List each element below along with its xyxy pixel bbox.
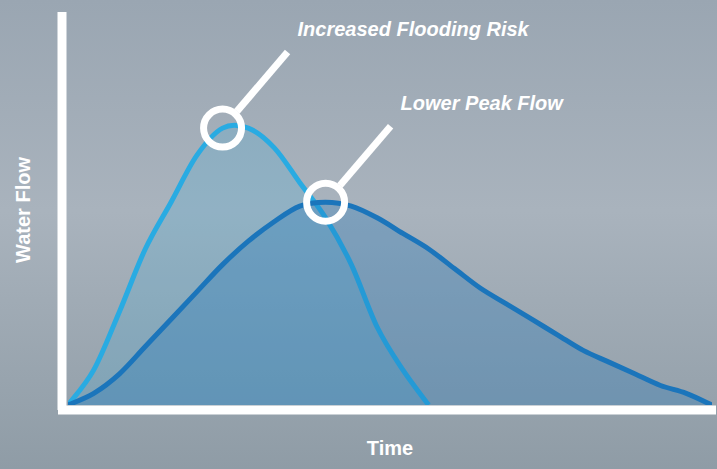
y-axis-line <box>58 12 67 410</box>
plot-area <box>68 125 712 405</box>
annotation-leader <box>237 52 288 111</box>
annotation-leader <box>340 126 391 185</box>
annotation-circle <box>204 109 242 147</box>
annotation-circle <box>307 183 345 221</box>
series-area <box>68 202 712 405</box>
annotation-text: Lower Peak Flow <box>401 92 565 114</box>
series-line <box>68 202 712 405</box>
x-axis-line <box>58 406 716 415</box>
y-axis-title: Water Flow <box>12 157 34 263</box>
chart: Water Flow Time Increased Flooding Risk Low… <box>0 0 717 469</box>
annotation-text: Increased Flooding Risk <box>298 18 530 40</box>
x-axis-title: Time <box>367 437 413 459</box>
